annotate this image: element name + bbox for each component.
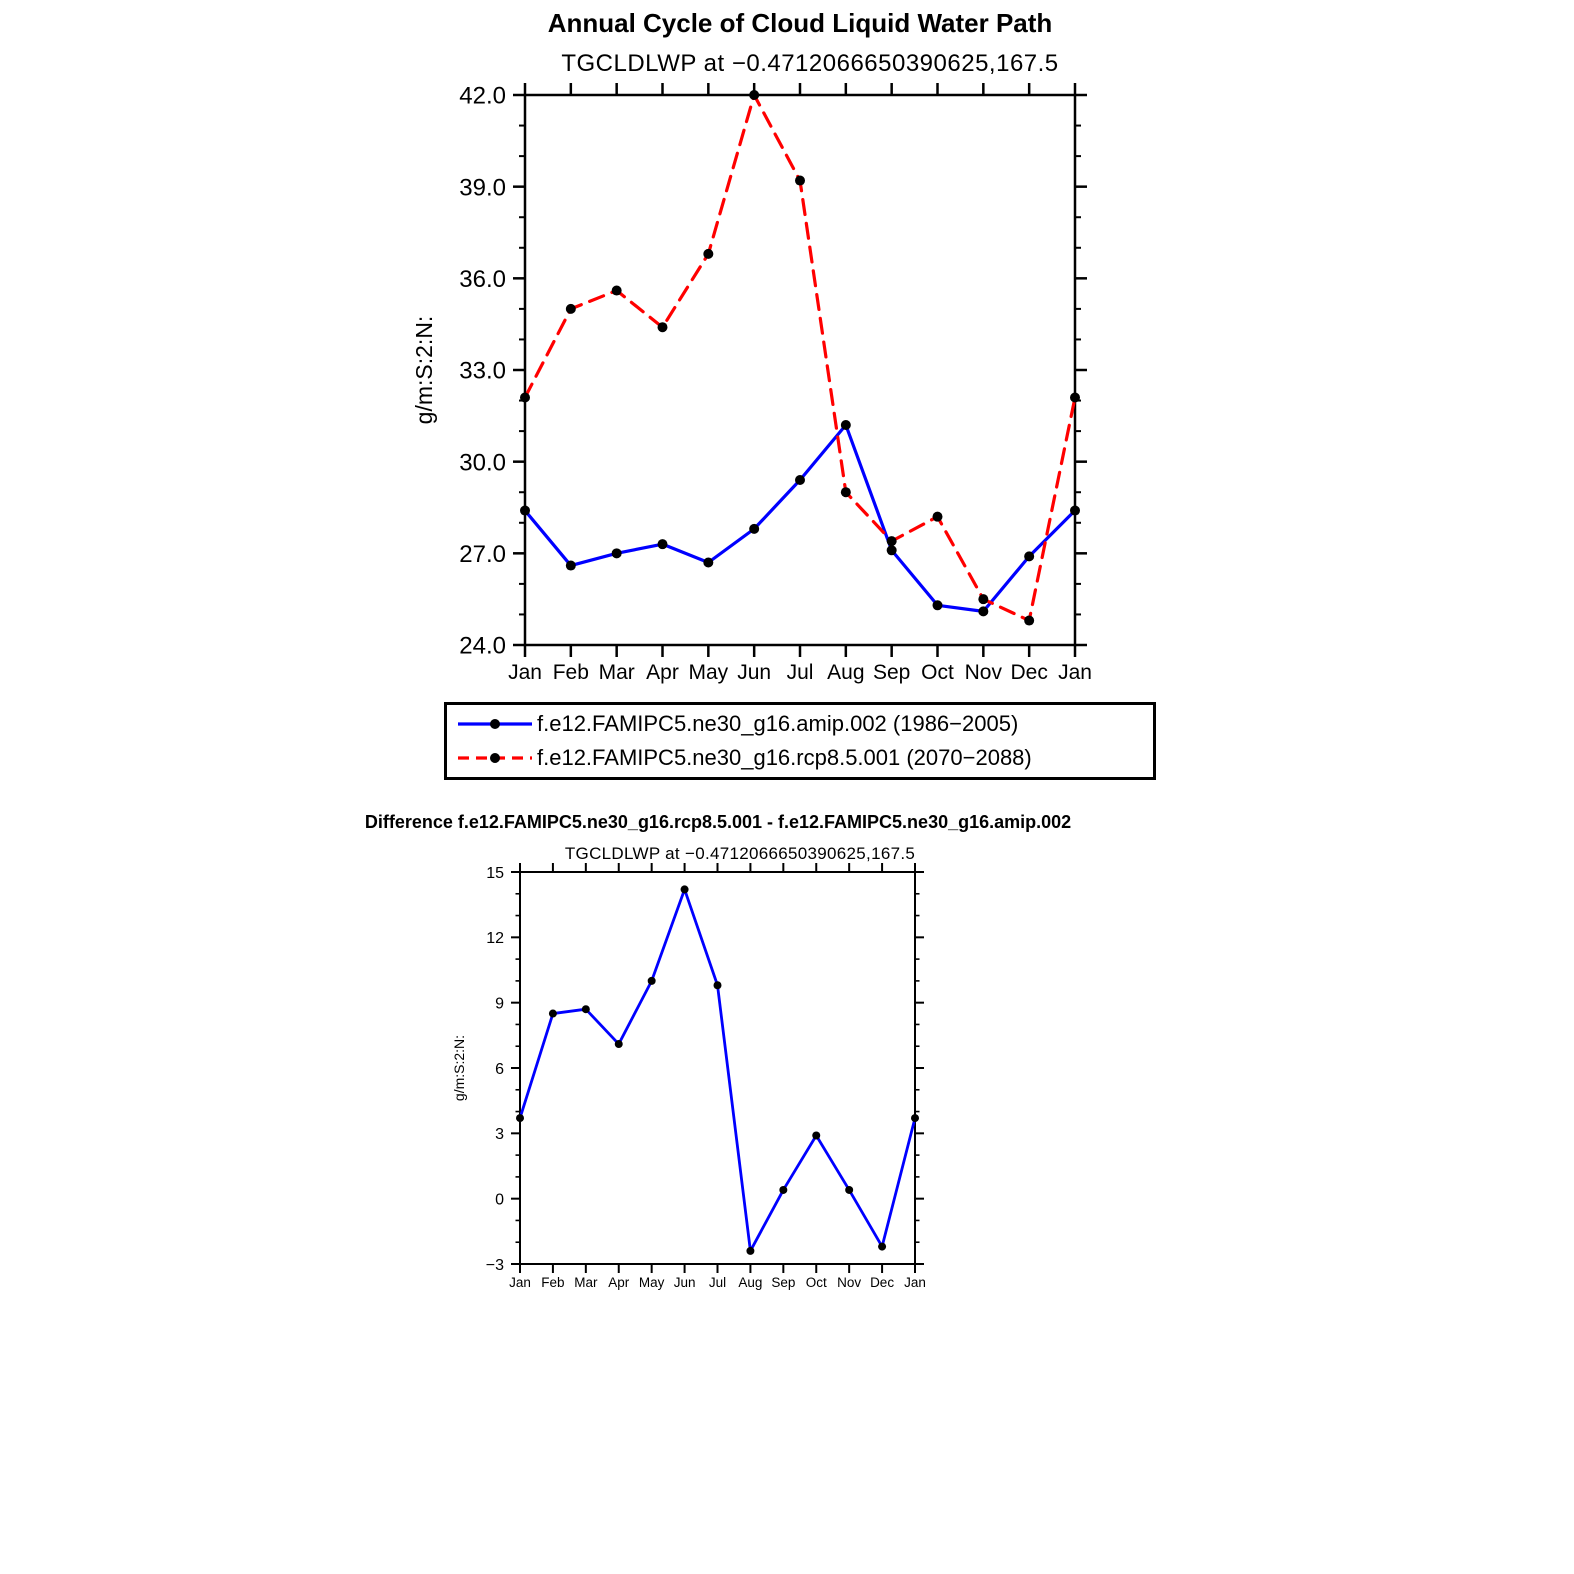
svg-text:Oct: Oct xyxy=(806,1275,827,1290)
svg-text:Dec: Dec xyxy=(870,1275,894,1290)
legend-line-sample-rcp85-icon xyxy=(458,753,532,764)
legend-line-sample-amip-icon xyxy=(458,718,532,729)
svg-text:9: 9 xyxy=(495,995,504,1012)
svg-text:Feb: Feb xyxy=(553,661,589,684)
svg-text:−3: −3 xyxy=(486,1257,504,1274)
svg-text:Aug: Aug xyxy=(738,1275,762,1290)
svg-text:Oct: Oct xyxy=(921,661,954,684)
svg-text:0: 0 xyxy=(495,1191,504,1208)
difference-chart: −3 0 3 6 9 12 15 Jan Feb Mar Apr May Jun Jul Aug Sep Oct… xyxy=(451,863,926,1290)
svg-text:Jan: Jan xyxy=(509,1275,531,1290)
svg-text:Feb: Feb xyxy=(541,1275,564,1290)
legend-label-amip: f.e12.FAMIPC5.ne30_g16.amip.002 (1986−20… xyxy=(537,710,1019,736)
svg-text:Jan: Jan xyxy=(508,661,542,684)
svg-text:Apr: Apr xyxy=(646,661,679,684)
svg-text:Mar: Mar xyxy=(574,1275,598,1290)
legend-item-rcp85: f.e12.FAMIPC5.ne30_g16.rcp8.5.001 (2070−… xyxy=(455,742,1153,774)
difference-chart-subtitle: TGCLDLWP at −0.4712066650390625,167.5 xyxy=(564,844,916,863)
svg-text:33.0: 33.0 xyxy=(459,358,506,385)
svg-text:27.0: 27.0 xyxy=(459,541,506,568)
svg-text:Aug: Aug xyxy=(827,661,864,684)
svg-text:15: 15 xyxy=(486,865,504,882)
svg-text:24.0: 24.0 xyxy=(459,633,506,660)
svg-text:Nov: Nov xyxy=(837,1275,861,1290)
svg-text:Jan: Jan xyxy=(1058,661,1092,684)
svg-text:12: 12 xyxy=(486,930,504,947)
svg-text:36.0: 36.0 xyxy=(459,266,506,293)
svg-text:Sep: Sep xyxy=(873,661,910,684)
legend-item-amip: f.e12.FAMIPC5.ne30_g16.amip.002 (1986−20… xyxy=(455,708,1153,740)
svg-text:Sep: Sep xyxy=(771,1275,795,1290)
svg-text:Jun: Jun xyxy=(674,1275,696,1290)
annual-cycle-chart: 24.0 27.0 30.0 33.0 36.0 39.0 42.0 Jan Feb Mar Apr… xyxy=(411,83,1092,684)
svg-text:Jan: Jan xyxy=(904,1275,926,1290)
svg-text:Jul: Jul xyxy=(787,661,814,684)
svg-text:g/m:S:2:N:: g/m:S:2:N: xyxy=(411,316,437,425)
chart-title: Annual Cycle of Cloud Liquid Water Path xyxy=(547,8,1053,38)
svg-text:Apr: Apr xyxy=(608,1275,630,1290)
legend-label-rcp85: f.e12.FAMIPC5.ne30_g16.rcp8.5.001 (2070−… xyxy=(537,745,1032,771)
svg-text:Jul: Jul xyxy=(709,1275,726,1290)
difference-chart-title: Difference f.e12.FAMIPC5.ne30_g16.rcp8.5… xyxy=(364,812,1072,832)
svg-text:3: 3 xyxy=(495,1126,504,1143)
svg-text:39.0: 39.0 xyxy=(459,174,506,201)
svg-text:Mar: Mar xyxy=(599,661,635,684)
chart-subtitle: TGCLDLWP at −0.4712066650390625,167.5 xyxy=(561,50,1059,77)
svg-text:g/m:S:2:N:: g/m:S:2:N: xyxy=(451,1035,467,1101)
svg-text:Dec: Dec xyxy=(1010,661,1047,684)
svg-text:Jun: Jun xyxy=(737,661,771,684)
svg-text:42.0: 42.0 xyxy=(459,83,506,110)
svg-text:6: 6 xyxy=(495,1061,504,1078)
svg-text:May: May xyxy=(688,661,728,684)
svg-text:Nov: Nov xyxy=(965,661,1003,684)
svg-text:May: May xyxy=(639,1275,665,1290)
svg-text:30.0: 30.0 xyxy=(459,449,506,476)
legend: f.e12.FAMIPC5.ne30_g16.amip.002 (1986−20… xyxy=(444,702,1156,780)
